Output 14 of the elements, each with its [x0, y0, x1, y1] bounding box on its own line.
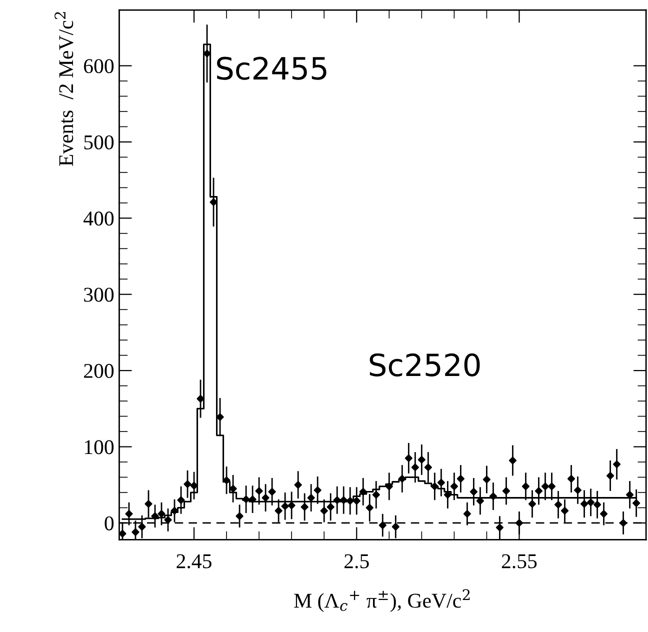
y-tick-label: 200 — [84, 364, 114, 378]
y-tick-label: 100 — [84, 440, 114, 454]
y-tick-label: 300 — [84, 288, 114, 302]
x-axis-title: M (Λ$_{c}$$^{+}$ π$^{±}$), GeV/c$^{2}$ — [294, 589, 470, 612]
y-tick-label: 600 — [84, 59, 114, 74]
x-tick-label: 2.55 — [502, 554, 537, 568]
annotation: Sc2520 — [370, 353, 480, 376]
y-axis-title: Events /2 MeV/c$^{2}$ — [54, 12, 74, 166]
annotation: Sc2455 — [217, 56, 326, 80]
x-tick-label: 2.5 — [344, 554, 369, 568]
y-tick-label: 400 — [84, 212, 114, 226]
y-tick-label: 0 — [104, 516, 114, 530]
y-tick-label: 500 — [84, 135, 114, 150]
x-tick-label: 2.45 — [176, 554, 212, 568]
